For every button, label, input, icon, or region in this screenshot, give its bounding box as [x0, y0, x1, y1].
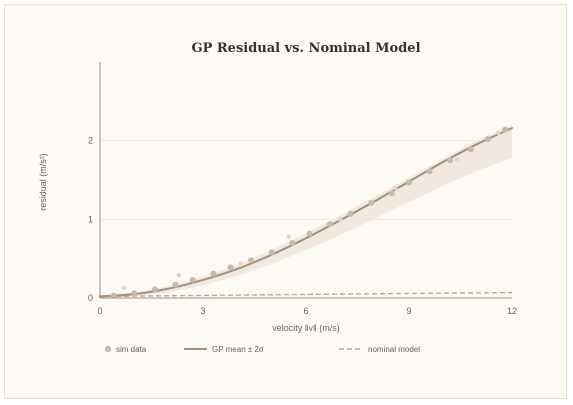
- gp-mean-path: [99, 127, 513, 298]
- legend: sim data GP mean ± 2σ nominal model: [104, 345, 420, 354]
- grid: [100, 140, 512, 220]
- sim-data-point-faint: [238, 261, 244, 266]
- sim-data-point: [502, 126, 509, 133]
- sim-data-point-faint: [176, 272, 182, 278]
- legend-gp-mean-label: GP mean ± 2σ: [212, 345, 264, 354]
- sim-data-point: [327, 221, 334, 228]
- chart-card: [4, 4, 567, 399]
- y-tick-label-0: 0: [88, 293, 93, 303]
- sim-data-point: [406, 179, 412, 186]
- y-axis-label: residual (m/s²): [38, 153, 48, 211]
- sim-data-point: [289, 239, 296, 246]
- nominal-model-line: [99, 291, 513, 298]
- x-tick-label-2: 6: [303, 306, 308, 316]
- x-tick-label-4: 12: [507, 306, 517, 316]
- sim-data-point: [210, 270, 217, 277]
- x-tick-label-3: 9: [406, 306, 411, 316]
- gp-mean-line: [99, 127, 513, 298]
- sim-data-point: [151, 286, 158, 293]
- chart-title: GP Residual vs. Nominal Model: [191, 41, 420, 56]
- x-tick-label-1: 3: [200, 306, 205, 316]
- y-tick-label-2: 2: [88, 136, 93, 146]
- sim-data-point: [248, 257, 255, 264]
- sim-data-point: [388, 190, 395, 197]
- sim-data-point: [227, 264, 234, 271]
- sim-data-point-faint: [286, 234, 292, 239]
- sim-data-point: [347, 210, 354, 217]
- x-axis-label: velocity ‖v‖ (m/s): [272, 323, 339, 333]
- sim-data-point-faint: [454, 157, 460, 162]
- sim-data-point-faint: [121, 285, 127, 291]
- sim-data-point: [447, 157, 454, 164]
- sim-data-point: [110, 292, 117, 299]
- y-tick-label-1: 1: [88, 214, 93, 224]
- gp-confidence-band: [100, 124, 512, 299]
- sim-data-point: [484, 136, 491, 143]
- sim-data-point: [172, 281, 179, 288]
- sim-data-point-faint: [338, 217, 343, 222]
- sim-data-point: [368, 199, 375, 206]
- axes: [99, 62, 512, 299]
- sim-data-point: [306, 230, 313, 237]
- nominal-model-path: [99, 291, 513, 298]
- gp-band-area: [100, 124, 512, 299]
- sim-data-points: [110, 126, 509, 299]
- x-tick-label-0: 0: [97, 306, 102, 316]
- legend-nominal-label: nominal model: [368, 345, 420, 354]
- sim-data-point: [268, 249, 275, 256]
- sim-data-point: [131, 290, 138, 297]
- sim-data-point: [189, 276, 196, 283]
- sim-data-point: [467, 146, 474, 153]
- legend-sim-data-swatch: [104, 345, 112, 353]
- sim-data-point: [426, 168, 433, 175]
- legend-sim-data-label: sim data: [116, 345, 147, 354]
- sim-data-point-faint: [392, 185, 398, 191]
- sim-data-point-faint: [495, 130, 501, 136]
